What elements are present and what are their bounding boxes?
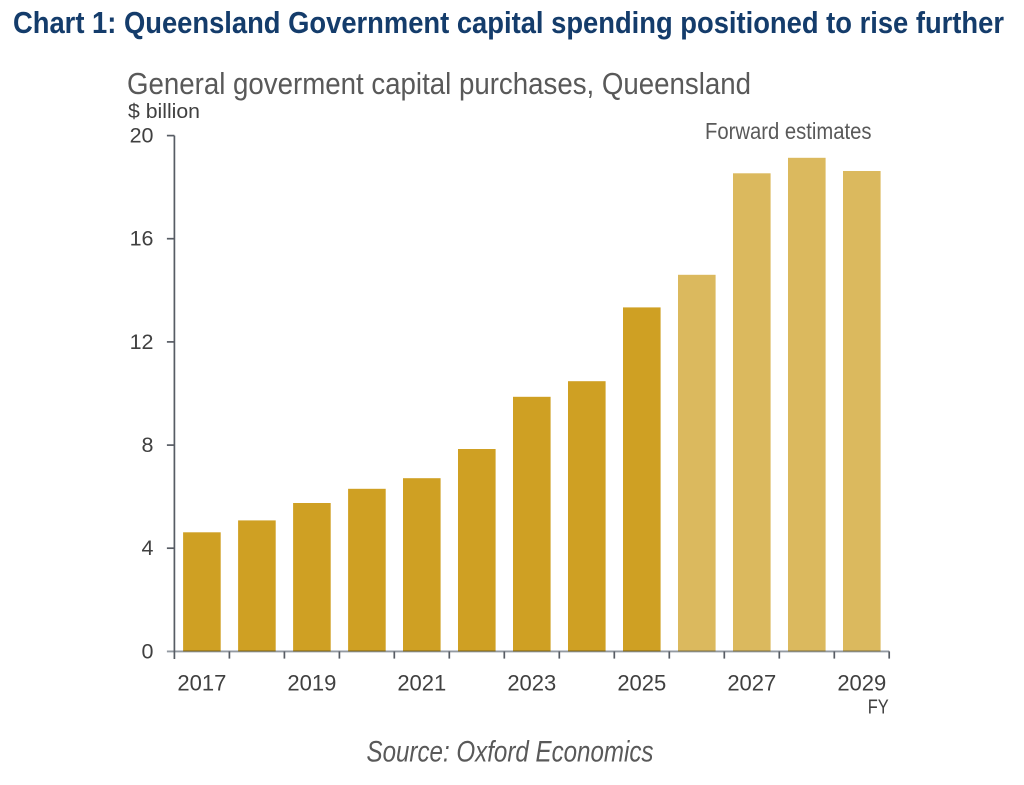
- svg-text:General goverment capital purc: General goverment capital purchases, Que…: [127, 66, 751, 101]
- svg-text:0: 0: [142, 639, 154, 663]
- svg-text:2029: 2029: [837, 671, 886, 696]
- svg-text:Forward estimates: Forward estimates: [705, 118, 872, 144]
- svg-text:2025: 2025: [617, 671, 666, 696]
- svg-text:12: 12: [130, 330, 154, 354]
- svg-text:8: 8: [142, 433, 154, 457]
- svg-text:2017: 2017: [177, 671, 226, 696]
- svg-text:Chart 1: Queensland Government: Chart 1: Queensland Government capital s…: [13, 6, 1004, 40]
- svg-text:FY: FY: [868, 697, 889, 719]
- svg-text:Source: Oxford Economics: Source: Oxford Economics: [367, 736, 654, 769]
- svg-text:$ billion: $ billion: [128, 101, 200, 123]
- svg-text:2019: 2019: [287, 671, 336, 696]
- svg-text:4: 4: [142, 536, 154, 560]
- svg-text:2027: 2027: [727, 671, 776, 696]
- svg-text:2023: 2023: [507, 671, 556, 696]
- svg-text:20: 20: [130, 124, 154, 148]
- svg-text:16: 16: [130, 227, 154, 251]
- svg-text:2021: 2021: [397, 671, 446, 696]
